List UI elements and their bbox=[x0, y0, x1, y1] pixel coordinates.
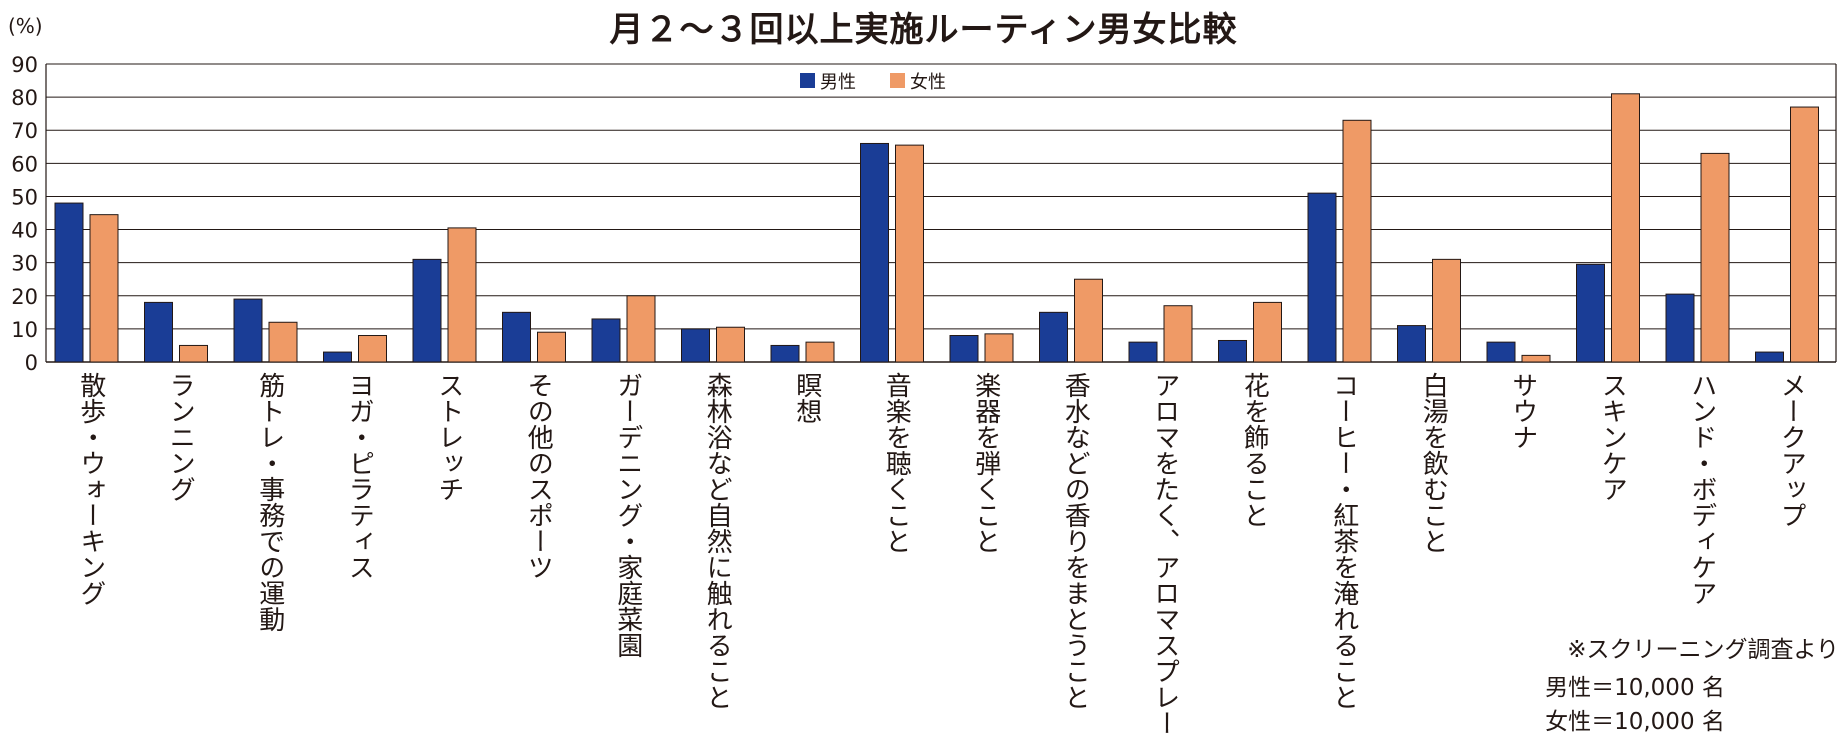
x-tick-label: メークアップ bbox=[1776, 372, 1806, 528]
x-tick-label: 香水などの香りをまとうこと bbox=[1060, 372, 1090, 710]
bar-female bbox=[1521, 354, 1551, 363]
bar-male bbox=[1307, 192, 1337, 363]
y-tick-label: 40 bbox=[11, 219, 38, 243]
x-tick-label: ガーデニング・家庭菜園 bbox=[613, 372, 643, 658]
y-axis-unit: (%) bbox=[8, 14, 43, 38]
bar-male bbox=[1576, 263, 1605, 363]
x-tick-label: 楽器を弾くこと bbox=[971, 372, 1001, 554]
bar-male bbox=[860, 142, 889, 363]
x-tick-label: 瞑想 bbox=[792, 372, 822, 424]
y-tick-label: 90 bbox=[11, 53, 38, 77]
x-tick-label: アロマをたく、アロマスプレー bbox=[1150, 372, 1180, 736]
x-tick-label: ストレッチ bbox=[434, 372, 464, 502]
bar-female bbox=[984, 333, 1014, 363]
y-tick-label: 80 bbox=[11, 86, 38, 110]
bar-female bbox=[1432, 258, 1461, 363]
bar-female bbox=[805, 341, 835, 363]
x-tick-label: ハンド・ボディケア bbox=[1687, 372, 1717, 606]
legend-swatch bbox=[800, 73, 815, 88]
bar-male bbox=[233, 298, 263, 363]
x-tick-label: 花を飾ること bbox=[1239, 372, 1269, 528]
bar-male bbox=[323, 351, 352, 363]
bar-male bbox=[591, 318, 621, 363]
bar-female bbox=[1253, 301, 1282, 363]
x-tick-label: 音楽を聴くこと bbox=[881, 372, 911, 554]
bar-female bbox=[1700, 152, 1730, 363]
x-tick-label: サウナ bbox=[1508, 372, 1538, 450]
bar-female bbox=[358, 335, 387, 363]
bar-male bbox=[1128, 341, 1158, 363]
note-source: ※スクリーニング調査より bbox=[1567, 637, 1839, 663]
x-tick-label: スキンケア bbox=[1597, 372, 1627, 502]
bar-male bbox=[1218, 339, 1247, 363]
y-tick-label: 60 bbox=[11, 152, 38, 176]
bar-male bbox=[1486, 341, 1516, 363]
grid-lines bbox=[45, 63, 1837, 363]
x-tick-label: 白湯を飲むこと bbox=[1418, 372, 1448, 554]
legend: 男性 女性 bbox=[800, 72, 946, 93]
bars bbox=[54, 93, 1819, 363]
x-tick-label: 散歩・ウォーキング bbox=[76, 372, 106, 606]
bar-female bbox=[447, 227, 477, 363]
y-tick-label: 0 bbox=[25, 351, 38, 375]
bar-female bbox=[716, 326, 745, 363]
x-tick-label: その他のスポーツ bbox=[523, 372, 553, 580]
bar-female bbox=[1163, 305, 1193, 363]
x-tick-label: ランニング bbox=[165, 372, 195, 502]
bar-male bbox=[54, 202, 84, 363]
x-tick-label: 森林浴など自然に触れること bbox=[702, 372, 732, 710]
bar-female bbox=[1342, 119, 1372, 363]
x-axis-labels: 散歩・ウォーキング ランニング 筋トレ・事務での運動 ヨガ・ピラティス ストレッチ その他… bbox=[76, 372, 1807, 736]
legend-swatch bbox=[890, 73, 905, 88]
bar-female bbox=[89, 214, 119, 363]
bar-female bbox=[268, 321, 298, 363]
legend-label: 女性 bbox=[910, 72, 946, 93]
bar-female bbox=[626, 295, 656, 363]
y-tick-label: 10 bbox=[11, 318, 38, 342]
x-tick-label: コーヒー・紅茶を淹れること bbox=[1329, 372, 1359, 710]
y-axis-ticks: 0 10 20 30 40 50 60 70 80 90 bbox=[11, 53, 38, 375]
y-tick-label: 70 bbox=[11, 119, 38, 143]
bar-male bbox=[1755, 351, 1784, 363]
y-tick-label: 20 bbox=[11, 285, 38, 309]
bar-male bbox=[1039, 311, 1068, 363]
bar-female bbox=[895, 144, 924, 363]
note-male-count: 男性＝10,000 名 bbox=[1545, 675, 1725, 701]
bar-male bbox=[1397, 325, 1426, 363]
bar-male bbox=[1665, 293, 1695, 363]
note-female-count: 女性＝10,000 名 bbox=[1545, 709, 1725, 735]
bar-female bbox=[1790, 106, 1819, 363]
y-tick-label: 50 bbox=[11, 185, 38, 209]
bar-male bbox=[412, 258, 442, 363]
x-tick-label: 筋トレ・事務での運動 bbox=[255, 372, 285, 632]
chart-title: 月２～３回以上実施ルーティン男女比較 bbox=[609, 10, 1238, 50]
bar-male bbox=[681, 328, 710, 363]
y-tick-label: 30 bbox=[11, 252, 38, 276]
bar-male bbox=[144, 301, 173, 363]
x-tick-label: ヨガ・ピラティス bbox=[344, 372, 374, 580]
bar-female bbox=[1611, 93, 1640, 363]
bar-male bbox=[502, 311, 531, 363]
bar-female bbox=[537, 331, 566, 363]
legend-label: 男性 bbox=[820, 72, 856, 93]
bar-male bbox=[949, 335, 979, 363]
bar-male bbox=[770, 344, 800, 363]
bar-female bbox=[1074, 278, 1103, 363]
bar-female bbox=[179, 344, 208, 363]
